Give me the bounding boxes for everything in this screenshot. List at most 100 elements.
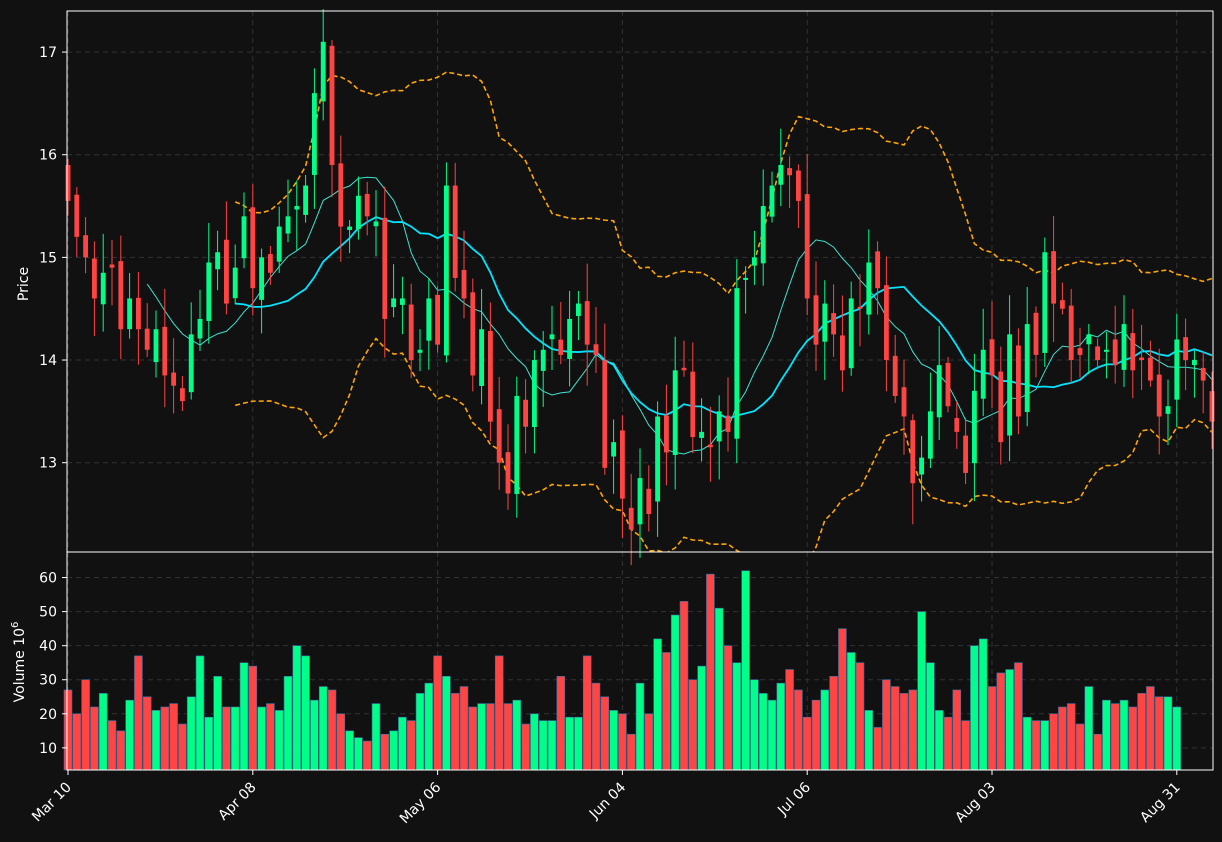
bollinger-bands [234,71,1213,552]
volume-y-tick-label: 50 [39,605,57,621]
candle-body [399,298,405,305]
candle-body [892,355,898,396]
volume-bar [811,699,821,771]
volume-bar [600,696,610,771]
candle-body [294,206,300,210]
candle-body [593,344,599,355]
candle-body [681,367,687,371]
volume-bar [609,710,618,771]
candle-body [1007,334,1013,436]
volume-bar [178,723,187,771]
volume-bar [116,730,126,771]
volume-bar [618,713,627,771]
price-y-tick-label: 17 [39,45,57,61]
volume-bar [538,720,548,771]
candle-body [127,298,133,330]
volume-bar [653,638,662,771]
candle-body [954,418,960,432]
volume-bar [970,645,979,771]
volume-bar [987,686,997,771]
volume-bar [1066,703,1076,771]
candle-body [311,93,317,175]
volume-bar [1137,693,1146,771]
volume-bar [890,686,900,771]
volume-bar [864,710,874,771]
volume-bar [1102,699,1111,771]
ma-slow-line [235,216,1213,420]
volume-bar [582,655,592,771]
candle-body [769,185,775,217]
volume-bar [274,710,284,771]
candle-body [1042,252,1048,353]
volume-bar [1163,696,1173,771]
candle-body [751,257,757,266]
volume-bar [266,703,275,771]
volume-bar [978,638,988,771]
volume-bar [169,703,178,771]
upper-band-line [234,71,1213,295]
price-y-tick-label: 15 [39,250,57,266]
volume-bar [107,720,117,771]
candle-body [839,335,845,371]
candle-body [285,216,291,234]
candle-body [628,507,634,530]
volume-bar [802,716,812,771]
candle-body [716,411,722,442]
candle-body [461,269,467,299]
ma-fast-line [146,176,1213,455]
candle-body [875,251,881,289]
candle-body [602,360,608,468]
candle-body [135,297,141,330]
candle-body [672,370,678,455]
candle-body [646,488,652,515]
candle-body [919,457,925,475]
volume-bar [758,693,768,771]
candle-body [259,257,265,300]
candle-body [197,318,203,339]
volume-bar [882,679,891,771]
candle-body [787,168,793,176]
candle-body [523,399,529,427]
candle-body [1139,357,1145,361]
volume-bar [345,730,354,771]
volume-bar [785,669,794,771]
volume-bar [90,706,99,771]
volume-y-tick-label: 30 [39,673,57,689]
volume-bar [257,706,266,771]
lower-band-line [235,337,1213,552]
candle-body [74,194,80,237]
candle-body [795,170,801,201]
volume-bar [855,662,865,771]
volume-bar [239,662,249,771]
candle-body [1103,349,1109,352]
candle-body [549,334,555,340]
volume-bar [794,689,803,771]
candle-body [223,239,229,304]
volume-bar [714,607,724,771]
volume-bar [72,713,82,771]
candle-body [558,339,564,355]
candle-body [391,298,397,308]
candle-body [936,365,942,418]
candle-body [760,206,766,264]
candle-body [725,415,731,432]
candle-body [945,362,951,407]
candle-body [144,328,150,350]
volume-bar [943,716,953,771]
volume-bar [98,693,108,771]
volume-bar [503,703,513,771]
volume-bar [706,573,715,771]
candle-body [487,330,493,422]
volume-bar [292,645,302,771]
volume-bar [1128,706,1138,771]
volume-bar [838,628,847,771]
volume-bar [362,740,372,771]
candle-body [1068,305,1074,361]
volume-y-tick-label: 10 [39,741,57,757]
candle-body [303,185,309,215]
volume-bar [1093,733,1102,771]
volume-bar [134,655,143,771]
candle-body [611,442,617,457]
volume-bar [1075,723,1085,771]
candle-body [329,45,335,165]
